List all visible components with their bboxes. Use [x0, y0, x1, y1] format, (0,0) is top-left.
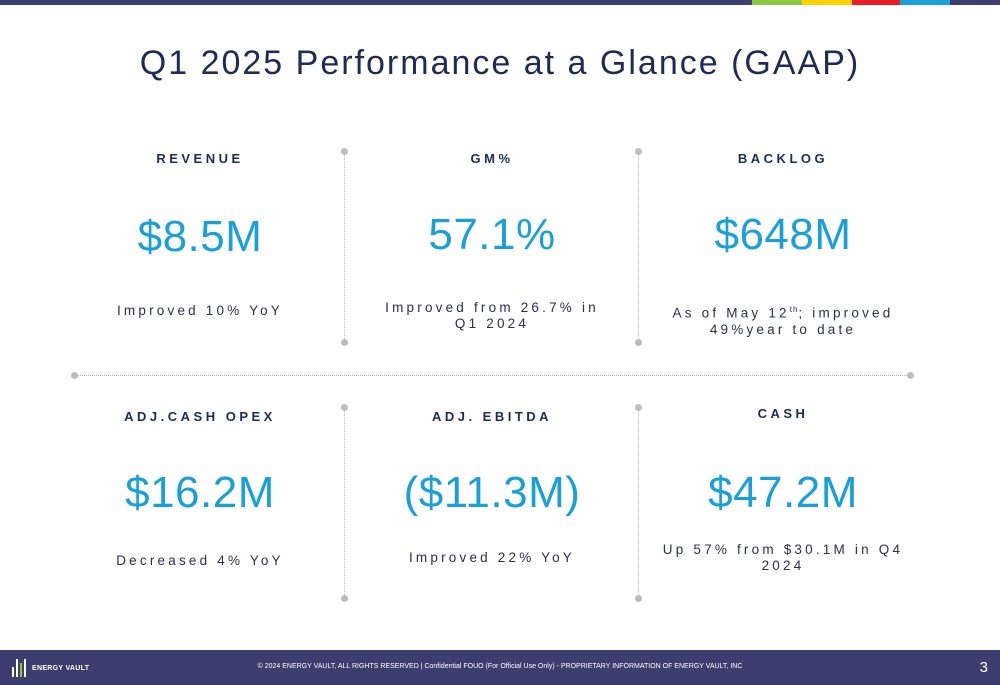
logo-text: ENERGY VAULT	[32, 664, 90, 672]
metric-note: Decreased 4% YoY	[116, 553, 284, 568]
note-superscript: th	[789, 305, 799, 314]
metric-label: ADJ.CASH OPEX	[124, 409, 276, 424]
divider-endpoint	[635, 148, 642, 155]
metric-label: ADJ. EBITDA	[431, 409, 553, 424]
accent-segment-red	[852, 0, 900, 5]
accent-segment-green	[752, 0, 802, 5]
metric-note: Improved from 26.7% in Q1 2024	[385, 300, 599, 331]
divider-endpoint	[635, 404, 642, 411]
divider-endpoint	[341, 595, 348, 602]
metric-value: $47.2M	[708, 468, 858, 517]
divider-vertical	[638, 152, 639, 342]
metric-label: GM%	[470, 151, 514, 166]
footer-copyright: © 2024 ENERGY VAULT, ALL RIGHTS RESERVED…	[257, 663, 743, 670]
divider-endpoint	[341, 404, 348, 411]
divider-vertical	[344, 408, 345, 598]
metric-note: Improved 10% YoY	[116, 303, 284, 318]
accent-segment-yellow	[802, 0, 852, 5]
metric-value: $8.5M	[137, 212, 263, 261]
divider-endpoint	[635, 339, 642, 346]
divider-vertical	[638, 408, 639, 598]
metric-gm-percent: GM% 57.1% Improved from 26.7% in Q1 2024	[372, 140, 612, 340]
metric-backlog: BACKLOG $648M As of May 12th; improved 4…	[672, 140, 894, 340]
metric-label: BACKLOG	[737, 151, 829, 166]
accent-segment-blue	[900, 0, 950, 5]
metric-adj-cash-opex: ADJ.CASH OPEX $16.2M Decreased 4% YoY	[50, 398, 350, 598]
metric-adj-ebitda: ADJ. EBITDA ($11.3M) Improved 22% YoY	[372, 398, 612, 598]
metric-revenue: REVENUE $8.5M Improved 10% YoY	[50, 140, 350, 340]
slide-title: Q1 2025 Performance at a Glance (GAAP)	[139, 44, 861, 82]
divider-endpoint	[635, 595, 642, 602]
metric-label: CASH	[757, 406, 809, 421]
divider-endpoint	[71, 372, 78, 379]
divider-horizontal	[75, 375, 911, 376]
metric-value: $648M	[714, 210, 852, 259]
divider-endpoint	[341, 148, 348, 155]
metric-value: $16.2M	[125, 468, 275, 517]
divider-vertical	[344, 152, 345, 342]
page-number: 3	[979, 659, 988, 676]
metric-note: As of May 12th; improved 49%year to date	[672, 302, 894, 338]
metric-value: ($11.3M)	[403, 468, 581, 517]
metric-label: REVENUE	[156, 151, 244, 166]
note-text-pre: As of May 12	[672, 305, 790, 321]
note-text-post: ; improved 49%year to date	[709, 305, 894, 337]
metric-note: Up 57% from $30.1M in Q4 2024	[662, 542, 904, 573]
logo-mark-icon	[12, 659, 28, 677]
metric-cash: CASH $47.2M Up 57% from $30.1M in Q4 202…	[652, 398, 914, 598]
metric-value: 57.1%	[428, 210, 556, 259]
divider-endpoint	[341, 339, 348, 346]
energy-vault-logo: ENERGY VAULT	[12, 659, 89, 677]
footer-bar: ENERGY VAULT © 2024 ENERGY VAULT, ALL RI…	[0, 650, 1000, 685]
top-accent-bar	[0, 0, 1000, 5]
metric-note: Improved 22% YoY	[408, 550, 576, 565]
divider-endpoint	[907, 372, 914, 379]
